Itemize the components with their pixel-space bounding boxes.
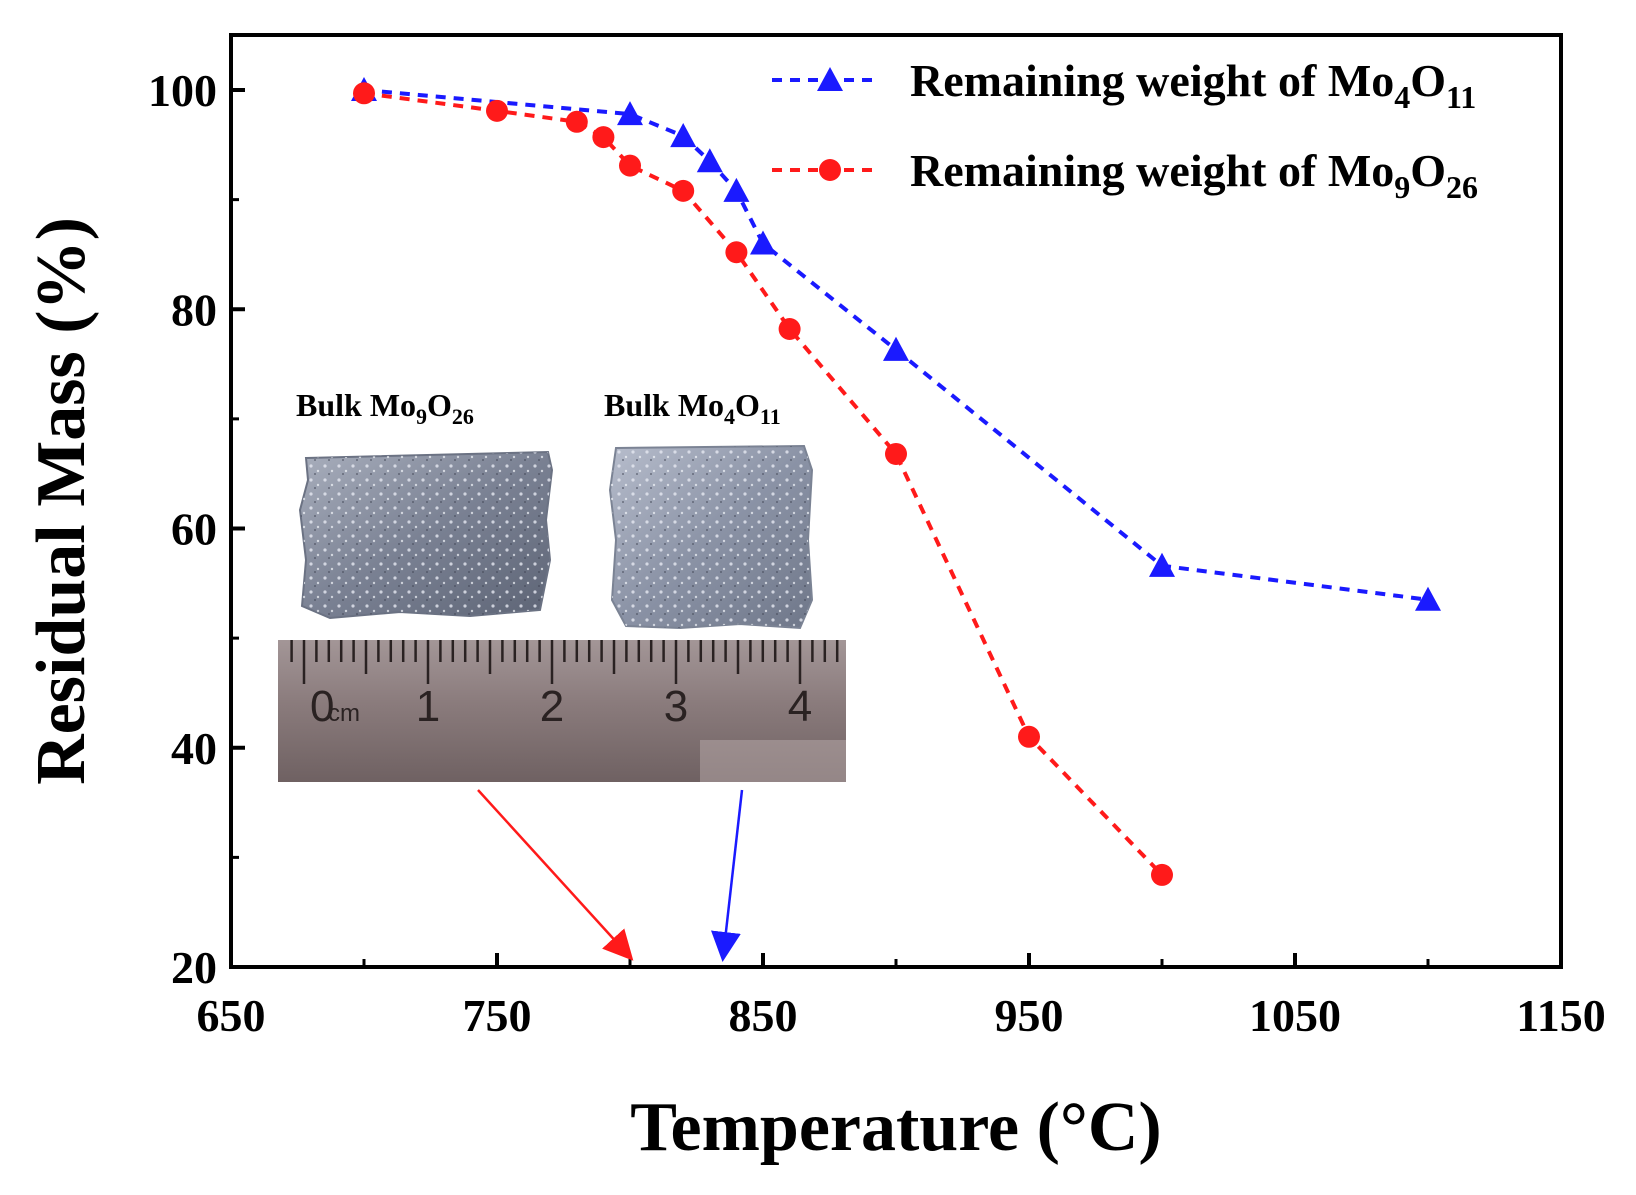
inset-arrows	[477, 789, 744, 962]
legend-marker	[817, 67, 843, 92]
legend-label: Remaining weight of Mo4O11	[910, 55, 1476, 115]
inset-label-mo9o26: Bulk Mo9O26	[296, 387, 474, 429]
ruler-image: 0 1 2 3 4 cm	[278, 640, 846, 782]
data-point	[565, 110, 588, 133]
ruler-number: 2	[540, 682, 564, 731]
data-point	[1151, 863, 1173, 886]
data-point	[778, 317, 801, 340]
x-tick-label: 1050	[1249, 990, 1341, 1041]
arrow-mo4o11	[711, 789, 744, 962]
x-tick-label: 1150	[1516, 990, 1605, 1041]
inset-photo: Bulk Mo9O26 Bulk Mo4O11 0 1 2 3 4 cm	[278, 387, 846, 782]
y-tick-label: 80	[171, 284, 217, 335]
data-point	[723, 177, 750, 202]
data-point	[696, 148, 723, 173]
x-axis-title: Temperature (°C)	[630, 1089, 1162, 1166]
data-point	[672, 179, 695, 202]
series-layer	[351, 77, 1441, 886]
data-point	[1415, 586, 1441, 611]
ruler-ticks	[290, 640, 839, 684]
data-point	[670, 123, 697, 148]
x-axis-ticks: 650 750 850 950 1050 1150	[197, 953, 1606, 1041]
data-point	[353, 82, 375, 105]
y-tick-label: 20	[171, 942, 217, 993]
x-tick-label: 850	[729, 990, 798, 1041]
y-axis-ticks: 20 40 60 80 100	[148, 65, 245, 993]
x-tick-label: 750	[463, 990, 532, 1041]
series-mo9o26	[353, 82, 1173, 886]
data-point	[617, 101, 643, 126]
data-point	[885, 442, 907, 465]
data-point	[725, 241, 748, 264]
data-point	[750, 230, 776, 255]
y-tick-label: 40	[171, 723, 217, 774]
x-tick-label: 950	[995, 990, 1064, 1041]
data-point	[486, 99, 508, 122]
legend-label: Remaining weight of Mo9O26	[910, 145, 1478, 205]
data-point	[1018, 725, 1040, 748]
data-point	[1149, 552, 1175, 577]
arrow-mo9o26	[477, 789, 634, 961]
y-axis-title: Residual Mass (%)	[23, 217, 100, 785]
legend-item: Remaining weight of Mo9O26	[772, 145, 1478, 205]
y-tick-label: 100	[148, 65, 217, 116]
data-point	[883, 336, 909, 361]
ruler-number: 1	[416, 682, 440, 731]
ruler-number: 0	[310, 682, 334, 731]
ruler-number: 4	[788, 682, 812, 731]
sample-mo4o11-image	[608, 444, 814, 630]
ruler-number: 3	[664, 682, 688, 731]
ruler-labels: 0 1 2 3 4	[310, 682, 812, 731]
data-point	[619, 154, 641, 177]
inset-label-mo4o11: Bulk Mo4O11	[604, 387, 781, 429]
x-tick-label: 650	[197, 990, 266, 1041]
legend-marker	[819, 159, 841, 181]
sample-mo9o26-image	[298, 450, 554, 620]
legend: Remaining weight of Mo4O11 Remaining weig…	[772, 55, 1478, 205]
ruler-unit: cm	[328, 700, 360, 727]
y-tick-label: 60	[171, 504, 217, 555]
legend-item: Remaining weight of Mo4O11	[772, 55, 1476, 115]
data-point	[592, 126, 615, 149]
